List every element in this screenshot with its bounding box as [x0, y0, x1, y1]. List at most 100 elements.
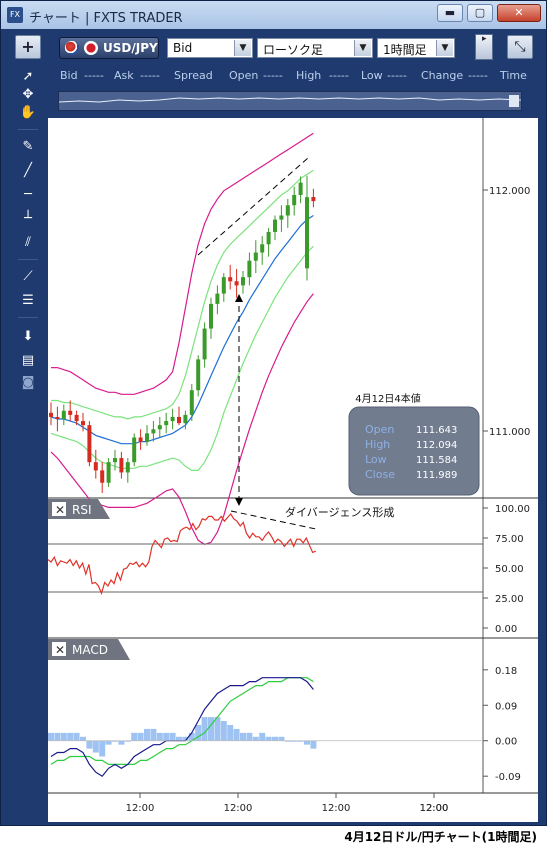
chart-type-select[interactable]: ローソク足 ▼: [257, 38, 373, 58]
candle-body: [157, 425, 162, 430]
crosshair-icon[interactable]: ✥: [22, 87, 34, 102]
y-tick-label: 25.00: [495, 594, 524, 605]
histogram-bar: [144, 728, 150, 741]
timeframe-select[interactable]: 1時間足 ▼: [377, 38, 455, 58]
collapse-button[interactable]: ⤡: [507, 35, 533, 59]
histogram-bar: [291, 740, 298, 742]
close-icon[interactable]: ✕: [55, 503, 65, 517]
channel-icon[interactable]: ⫽: [25, 235, 31, 250]
x-tick-label: 12:00: [420, 803, 449, 814]
x-tick-label: 12:00: [126, 803, 155, 814]
candle-body: [106, 462, 111, 483]
hand-icon[interactable]: ✋: [19, 105, 37, 120]
info-box-title: 4月12日4本値: [355, 392, 420, 405]
arrow-down-icon: [235, 498, 243, 506]
candle-body: [145, 433, 149, 442]
ohlc-info-box: 4月12日4本値 Open 111.643 High 112.094 Low 1…: [348, 392, 480, 496]
download-icon[interactable]: ⬇: [22, 329, 34, 344]
candle-body: [125, 462, 130, 473]
panel-scroll-button[interactable]: ▸: [475, 34, 493, 60]
histogram-bar: [252, 736, 259, 741]
y-tick-label: -0.09: [495, 772, 521, 783]
list-icon[interactable]: ▤: [21, 353, 35, 368]
high-value: -----: [329, 69, 349, 82]
y-tick-label: 0.09: [495, 701, 517, 712]
histogram-bar: [54, 732, 61, 741]
candle-body: [196, 359, 201, 391]
change-value: -----: [468, 69, 488, 82]
candle-body: [74, 414, 79, 422]
histogram-bar: [272, 736, 278, 741]
pen-icon[interactable]: ✎: [22, 139, 34, 154]
histogram-bar: [86, 740, 93, 749]
info-close-value: 111.989: [416, 470, 457, 481]
candle-body: [215, 293, 220, 304]
bollinger-middle: [50, 214, 314, 445]
fan-icon[interactable]: ⟋: [23, 269, 33, 284]
chart-toolbar: + USD/JPY Bid ▼ ローソク足 ▼ 1時間足 ▼ ▸ ⤡: [1, 29, 546, 65]
candle-body: [151, 429, 156, 434]
ask-label: Ask: [114, 69, 134, 82]
candle-body: [164, 421, 169, 426]
candle-body: [132, 437, 137, 463]
histogram-bar: [67, 732, 74, 741]
close-icon[interactable]: ✕: [55, 643, 65, 657]
info-box-panel: [348, 406, 480, 496]
maximize-button[interactable]: ▢: [467, 4, 493, 22]
histogram-bar: [220, 721, 227, 741]
low-value: -----: [387, 69, 407, 82]
fib-icon[interactable]: ☰: [22, 293, 34, 308]
candle-body: [241, 277, 245, 286]
price-annotations: [197, 157, 309, 506]
histogram-bar: [131, 732, 138, 741]
add-chart-button[interactable]: +: [15, 35, 41, 59]
rsi-line: [47, 513, 317, 595]
histogram-bar: [80, 736, 86, 741]
y-tick-label: 111.000: [489, 427, 530, 438]
candlesticks: [49, 175, 316, 493]
y-tick-label: 0.00: [495, 624, 517, 635]
histogram-bar: [156, 732, 163, 741]
bollinger-bands: [50, 132, 314, 546]
candle-body: [253, 252, 258, 261]
histogram-bar: [265, 736, 272, 741]
tool-separator: [18, 129, 38, 130]
cursor-icon[interactable]: ➚: [22, 69, 34, 84]
rsi-tab[interactable]: ✕ RSI: [48, 499, 110, 519]
close-button[interactable]: ✕: [497, 4, 541, 22]
hline-icon[interactable]: ─: [24, 187, 32, 202]
candle-body: [189, 390, 194, 415]
histogram-bar: [195, 724, 202, 741]
info-high-value: 112.094: [416, 440, 457, 451]
t-line-icon[interactable]: ┴: [24, 211, 32, 226]
macd-label: MACD: [72, 643, 108, 657]
macd-tab-bg: [48, 639, 130, 660]
candle-body: [49, 412, 53, 417]
y-tick-label: 0.18: [495, 666, 517, 677]
camera-icon[interactable]: ◙: [21, 375, 35, 390]
sparkline-scroll-handle[interactable]: [509, 95, 519, 107]
chevron-down-icon: ▼: [436, 40, 453, 56]
histogram-bar: [112, 740, 118, 742]
candle-body: [209, 303, 213, 329]
histogram-bar: [214, 717, 221, 741]
y-tick-label: 75.00: [495, 534, 524, 545]
histogram-bar: [240, 732, 246, 741]
macd-tab[interactable]: ✕ MACD: [48, 639, 130, 660]
candle-body: [93, 462, 98, 471]
quote-bar: Bid ----- Ask ----- Spread Open ----- Hi…: [48, 65, 538, 117]
price-type-select[interactable]: Bid ▼: [167, 38, 253, 58]
candle-body: [266, 231, 271, 245]
chart-area[interactable]: 112.000 111.000 4月12日4本値 Open 111.643 Hi…: [47, 118, 538, 822]
candle-body: [55, 416, 60, 419]
currency-pair-button[interactable]: USD/JPY: [59, 37, 159, 59]
high-label: High: [296, 69, 322, 82]
histogram-bar: [137, 732, 144, 741]
minimize-button[interactable]: ▬: [437, 4, 463, 22]
histogram-bar: [227, 724, 234, 741]
histogram-bar: [105, 740, 112, 745]
histogram-bar: [278, 736, 285, 741]
close-icon-bg: [52, 502, 66, 516]
line-icon[interactable]: ╱: [24, 163, 32, 178]
